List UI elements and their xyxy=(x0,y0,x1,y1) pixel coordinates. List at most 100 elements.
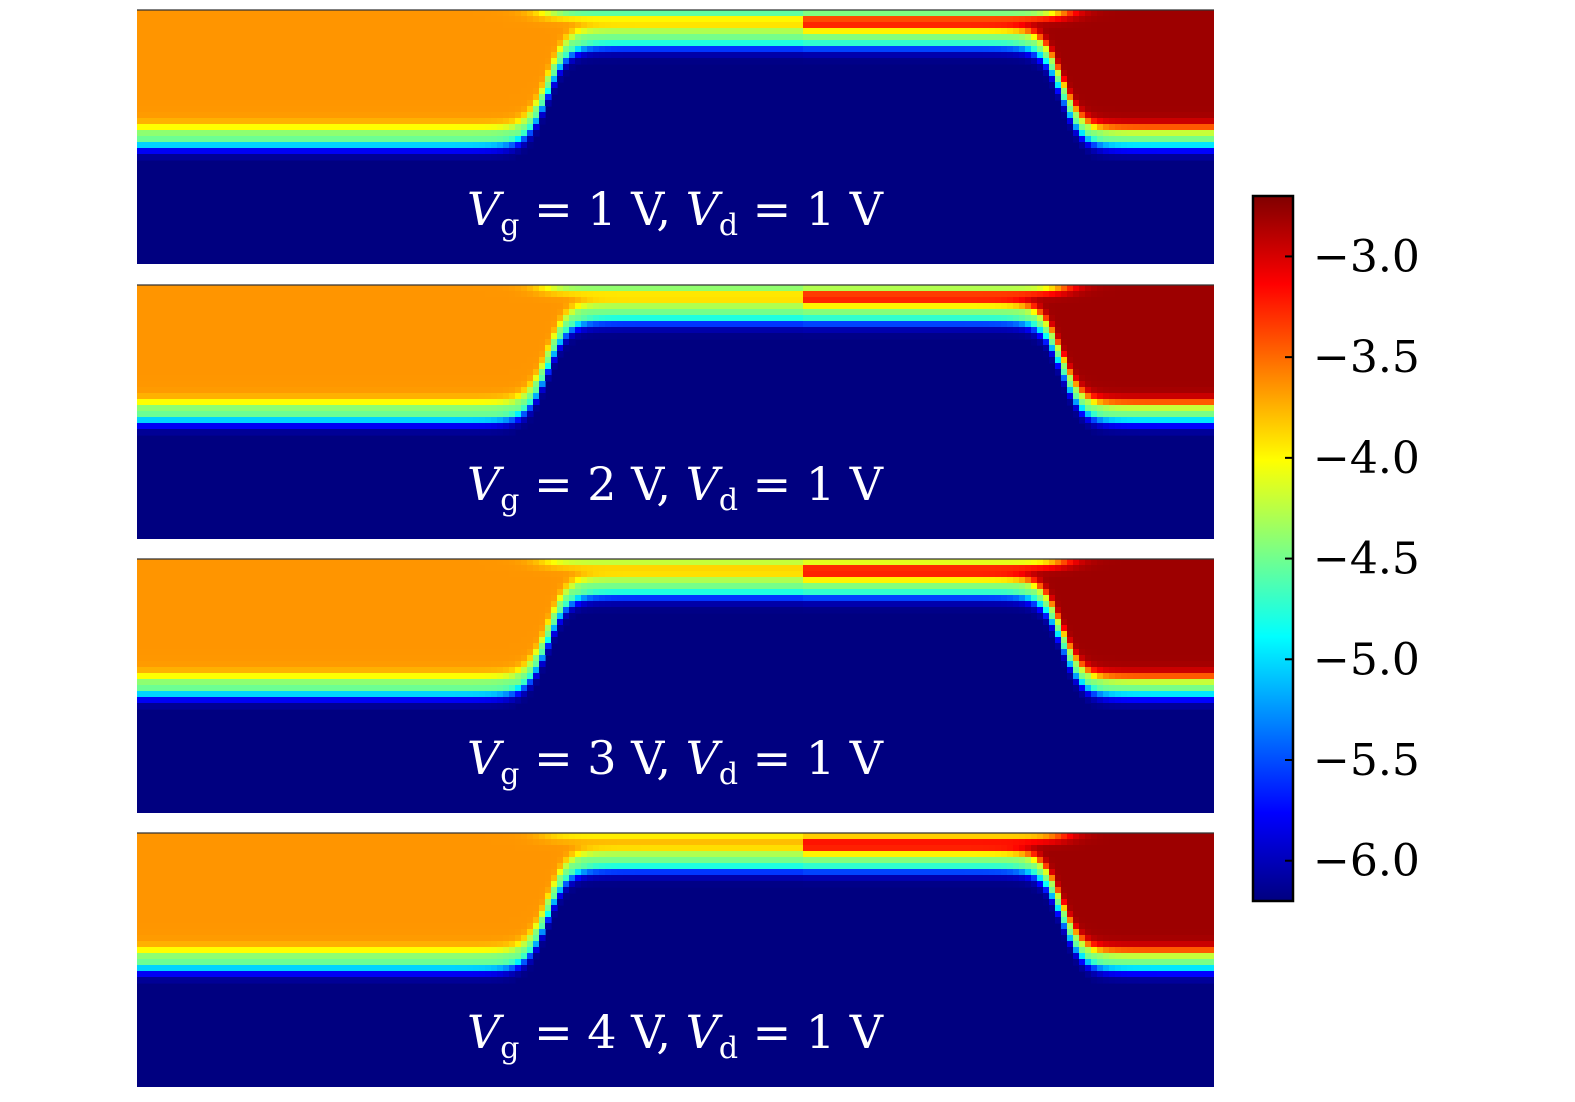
heatmap-cell xyxy=(179,351,186,358)
heatmap-cell xyxy=(1049,70,1056,77)
heatmap-cell xyxy=(347,40,354,47)
heatmap-cell xyxy=(251,16,258,23)
heatmap-cell xyxy=(971,291,978,298)
heatmap-cell xyxy=(221,106,228,113)
heatmap-cell xyxy=(245,303,252,310)
heatmap-cell xyxy=(191,345,198,352)
heatmap-cell xyxy=(911,52,918,59)
heatmap-cell xyxy=(311,309,318,316)
heatmap-cell xyxy=(761,291,768,298)
heatmap-cell xyxy=(341,130,348,137)
heatmap-cell xyxy=(1163,22,1170,29)
heatmap-cell xyxy=(905,22,912,29)
heatmap-cell xyxy=(395,124,402,131)
heatmap-cell xyxy=(383,46,390,53)
heatmap-cell xyxy=(1067,58,1074,65)
heatmap-cell xyxy=(191,106,198,113)
heatmap-cell xyxy=(377,88,384,95)
heatmap-cell xyxy=(425,333,432,340)
heatmap-cell xyxy=(1091,16,1098,23)
heatmap-cell xyxy=(263,309,270,316)
heatmap-cell xyxy=(833,46,840,53)
heatmap-cell xyxy=(203,339,210,346)
heatmap-cell xyxy=(263,285,270,292)
heatmap-cell xyxy=(215,130,222,137)
heatmap-cell xyxy=(1067,28,1074,35)
heatmap-cell xyxy=(743,297,750,304)
heatmap-cell xyxy=(1019,52,1026,59)
heatmap-cell xyxy=(701,22,708,29)
heatmap-cell xyxy=(659,285,666,292)
heatmap-cell xyxy=(623,303,630,310)
heatmap-cell xyxy=(1187,333,1194,340)
heatmap-cell xyxy=(185,285,192,292)
heatmap-cell xyxy=(947,303,954,310)
heatmap-cell xyxy=(437,94,444,101)
heatmap-cell xyxy=(185,124,192,131)
heatmap-cell xyxy=(389,118,396,125)
heatmap-cell xyxy=(1151,52,1158,59)
heatmap-cell xyxy=(1205,154,1212,161)
heatmap-cell xyxy=(455,154,462,161)
heatmap-cell xyxy=(299,76,306,83)
heatmap-cell xyxy=(1013,327,1020,334)
heatmap-cell xyxy=(395,64,402,71)
heatmap-cell xyxy=(149,345,156,352)
heatmap-cell xyxy=(1073,291,1080,298)
heatmap-cell xyxy=(389,297,396,304)
heatmap-cell xyxy=(449,315,456,322)
heatmap-cell xyxy=(1145,291,1152,298)
heatmap-cell xyxy=(491,112,498,119)
heatmap-cell xyxy=(467,46,474,53)
heatmap-cell xyxy=(155,309,162,316)
heatmap-cell xyxy=(1019,16,1026,23)
heatmap-cell xyxy=(443,94,450,101)
heatmap-cell xyxy=(971,52,978,59)
heatmap-cell xyxy=(1025,34,1032,41)
heatmap-cell xyxy=(203,315,210,322)
heatmap-cell xyxy=(695,333,702,340)
heatmap-cell xyxy=(773,52,780,59)
heatmap-cell xyxy=(473,64,480,71)
heatmap-cell xyxy=(437,40,444,47)
heatmap-cell xyxy=(221,327,228,334)
heatmap-cell xyxy=(935,40,942,47)
heatmap-cell xyxy=(791,46,798,53)
heatmap-cell xyxy=(755,46,762,53)
heatmap-cell xyxy=(239,154,246,161)
heatmap-cell xyxy=(509,70,516,77)
heatmap-cell xyxy=(1145,88,1152,95)
heatmap-cell xyxy=(479,40,486,47)
heatmap-cell xyxy=(1151,345,1158,352)
heatmap-cell xyxy=(1205,34,1212,41)
heatmap-cell xyxy=(599,34,606,41)
heatmap-cell xyxy=(959,327,966,334)
heatmap-cell xyxy=(227,333,234,340)
heatmap-cell xyxy=(1193,303,1200,310)
heatmap-cell xyxy=(419,34,426,41)
heatmap-cell xyxy=(215,106,222,113)
heatmap-cell xyxy=(731,22,738,29)
heatmap-cell xyxy=(905,16,912,23)
heatmap-cell xyxy=(797,52,804,59)
heatmap-cell xyxy=(875,46,882,53)
heatmap-cell xyxy=(641,40,648,47)
heatmap-cell xyxy=(953,16,960,23)
heatmap-cell xyxy=(929,321,936,328)
heatmap-cell xyxy=(173,88,180,95)
heatmap-cell xyxy=(1127,315,1134,322)
heatmap-cell xyxy=(179,76,186,83)
heatmap-cell xyxy=(1163,321,1170,328)
heatmap-cell xyxy=(401,291,408,298)
heatmap-cell xyxy=(587,58,594,65)
heatmap-cell xyxy=(215,291,222,298)
heatmap-cell xyxy=(1109,70,1116,77)
heatmap-cell xyxy=(1043,315,1050,322)
heatmap-cell xyxy=(1193,52,1200,59)
heatmap-cell xyxy=(1049,22,1056,29)
heatmap-cell xyxy=(359,154,366,161)
heatmap-cell xyxy=(317,94,324,101)
heatmap-cell xyxy=(611,10,618,17)
heatmap-cell xyxy=(1133,100,1140,107)
heatmap-cell xyxy=(839,315,846,322)
